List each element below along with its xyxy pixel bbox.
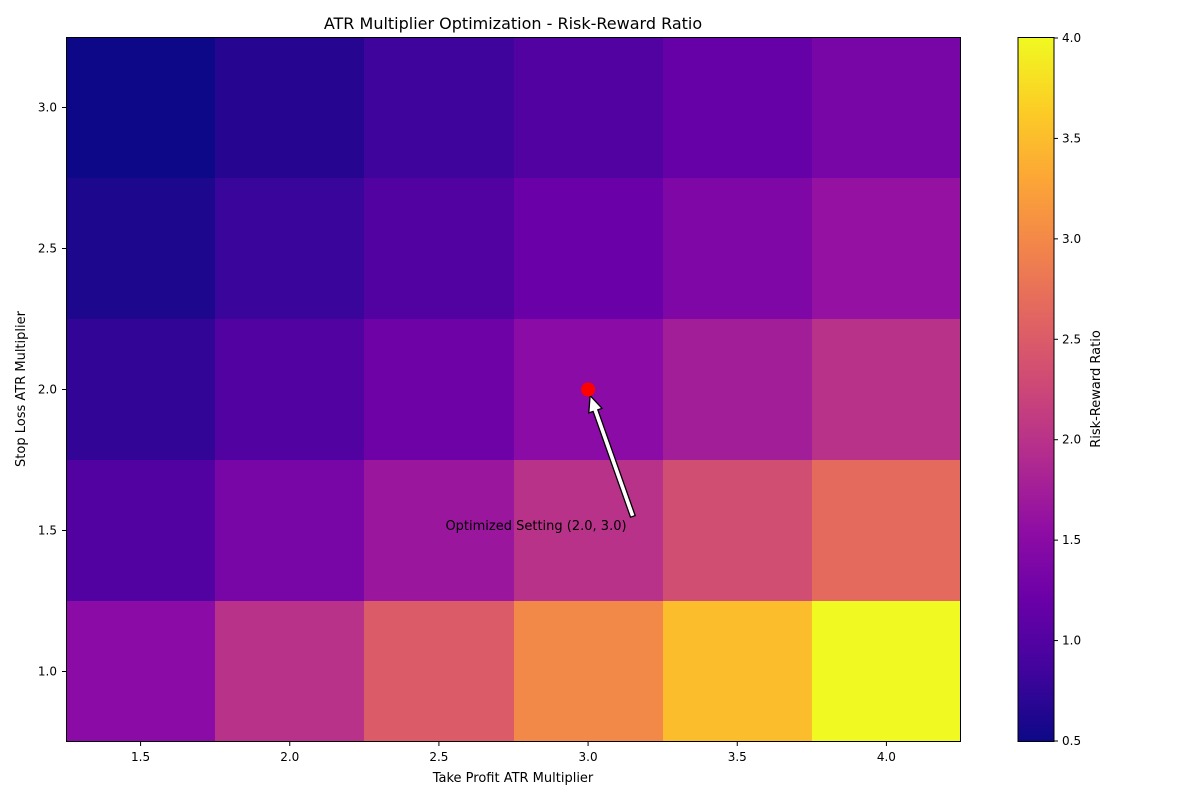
heatmap-cell: [812, 178, 961, 319]
heatmap-cell: [663, 37, 812, 178]
y-tick-label: 2.0: [38, 383, 57, 397]
heatmap-cell: [364, 319, 514, 460]
annotation-arrow: [588, 393, 637, 519]
y-tick-label: 1.5: [38, 524, 57, 538]
chart-title: ATR Multiplier Optimization - Risk-Rewar…: [324, 14, 702, 33]
colorbar: [1018, 38, 1054, 741]
heatmap-cell: [812, 601, 961, 742]
optimized-point-marker: [581, 382, 596, 397]
heatmap-cell: [66, 178, 215, 319]
heatmap-cell: [663, 601, 812, 742]
heatmap-cell: [215, 178, 364, 319]
heatmap-cells: [66, 37, 961, 742]
x-tick-label: 2.5: [429, 750, 448, 764]
annotation: Optimized Setting (2.0, 3.0): [445, 382, 637, 534]
y-tick-label: 1.0: [38, 665, 57, 679]
colorbar-tick-label: 4.0: [1062, 31, 1081, 45]
heatmap-cell: [663, 319, 812, 460]
heatmap-cell: [364, 460, 514, 601]
colorbar-tick-label: 2.0: [1062, 433, 1081, 447]
heatmap-cell: [812, 37, 961, 178]
heatmap-cell: [215, 37, 364, 178]
heatmap-cell: [812, 319, 961, 460]
heatmap-cell: [364, 601, 514, 742]
colorbar-tick-label: 3.5: [1062, 131, 1081, 145]
colorbar-tick-label: 2.5: [1062, 332, 1081, 346]
heatmap-cell: [514, 178, 663, 319]
x-tick-label: 1.5: [131, 750, 150, 764]
heatmap-cell: [364, 178, 514, 319]
colorbar-ticks: 0.5 1.0 1.5 2.0 2.5 3.0 3.5 4.0: [1054, 31, 1081, 748]
y-axis-label: Stop Loss ATR Multiplier: [14, 310, 29, 467]
colorbar-tick-label: 1.5: [1062, 533, 1081, 547]
plot-frame: [66, 37, 961, 742]
colorbar-tick-label: 3.0: [1062, 232, 1081, 246]
heatmap-cell: [514, 460, 663, 601]
heatmap-cell: [66, 37, 215, 178]
y-tick-label: 3.0: [38, 101, 57, 115]
colorbar-tick-label: 0.5: [1062, 734, 1081, 748]
annotation-text: Optimized Setting (2.0, 3.0): [445, 519, 626, 534]
x-tick-label: 3.0: [579, 750, 598, 764]
colorbar-tick-label: 1.0: [1062, 634, 1081, 648]
heatmap-cell: [215, 319, 364, 460]
heatmap-cell: [514, 37, 663, 178]
heatmap-cell: [812, 460, 961, 601]
heatmap-cell: [66, 601, 215, 742]
x-tick-label: 2.0: [280, 750, 299, 764]
heatmap-cell: [663, 460, 812, 601]
heatmap-cell: [364, 37, 514, 178]
heatmap-cell: [66, 460, 215, 601]
heatmap-cell: [66, 319, 215, 460]
x-tick-label: 4.0: [877, 750, 896, 764]
y-tick-label: 2.5: [38, 242, 57, 256]
heatmap-cell: [663, 178, 812, 319]
x-axis-label: Take Profit ATR Multiplier: [432, 771, 594, 786]
heatmap-cell: [215, 460, 364, 601]
heatmap-cell: [215, 601, 364, 742]
x-tick-label: 3.5: [728, 750, 747, 764]
colorbar-frame: [1017, 37, 1055, 742]
colorbar-label: Risk-Reward Ratio: [1089, 330, 1104, 448]
heatmap-cell: [514, 601, 663, 742]
y-axis-ticks: 1.0 1.5 2.0 2.5 3.0: [38, 101, 66, 679]
x-axis-ticks: 1.5 2.0 2.5 3.0 3.5 4.0: [131, 742, 896, 764]
